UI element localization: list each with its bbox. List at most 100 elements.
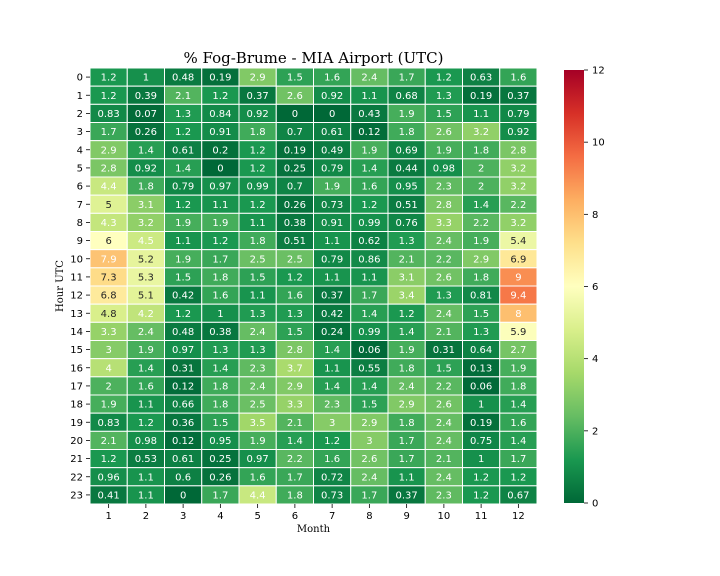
cell-value-label: 0 [217,163,223,174]
cell-value-label: 1.1 [324,363,340,374]
x-tick-label: 10 [438,511,451,522]
cell-value-label: 1.8 [399,418,415,429]
cell-value-label: 2.9 [101,145,117,156]
cell-value-label: 0.69 [395,145,417,156]
cell-value-label: 1.7 [212,254,228,265]
cell-value-label: 0.91 [209,127,231,138]
cell-value-label: 2.1 [175,91,191,102]
cell-value-label: 1.2 [175,309,191,320]
cell-value-label: 0 [292,109,298,120]
cell-value-label: 1.8 [212,381,228,392]
cell-value-label: 0.43 [358,109,380,120]
cell-value-label: 2.6 [361,454,377,465]
x-tick-label: 9 [403,511,409,522]
cell-value-label: 2.1 [399,254,415,265]
y-tick-label: 8 [77,218,83,229]
cell-value-label: 1.2 [212,236,228,247]
cell-value-label: 2.4 [436,472,452,483]
y-tick-label: 16 [70,363,83,374]
cell-value-label: 0.76 [395,218,417,229]
cell-value-label: 1 [478,400,484,411]
cell-value-label: 2.4 [436,436,452,447]
cell-value-label: 2.9 [287,381,303,392]
cell-value-label: 0.13 [470,363,492,374]
cell-value-label: 1.2 [250,163,266,174]
cell-value-label: 0.67 [507,490,529,501]
cell-value-label: 2.2 [436,381,452,392]
cell-value-label: 2.4 [399,381,415,392]
cell-value-label: 1.8 [399,127,415,138]
cell-value-label: 0.31 [172,363,194,374]
cell-value-label: 1.5 [436,363,452,374]
cell-value-label: 3.1 [138,200,154,211]
cell-value-label: 2.2 [436,254,452,265]
y-tick-label: 18 [70,400,83,411]
cell-value-label: 2.2 [287,454,303,465]
cell-value-label: 1.2 [250,200,266,211]
y-tick-label: 3 [77,127,83,138]
colorbar-ticks: 0 2 4 6 8 10 12 [584,66,605,510]
cell-value-label: 0.92 [321,91,343,102]
cell-value-label: 1.6 [510,73,526,84]
cell-value-label: 1.1 [399,472,415,483]
y-tick-label: 7 [77,200,83,211]
y-tick-label: 4 [77,145,83,156]
cell-value-label: 5.9 [510,327,526,338]
cell-value-label: 2.9 [473,254,489,265]
x-axis-ticks: 1 2 3 4 5 6 7 8 9 10 11 12 [105,504,525,522]
cell-value-label: 1.8 [212,272,228,283]
colorbar: 0 2 4 6 8 10 12 [564,66,605,510]
x-tick-label: 12 [512,511,525,522]
y-axis-label: Hour UTC [55,260,66,312]
cell-value-label: 6.9 [510,254,526,265]
cell-value-label: 0.92 [246,109,268,120]
y-tick-label: 0 [77,73,83,84]
cell-value-label: 0.24 [321,327,343,338]
cell-value-label: 1.1 [250,291,266,302]
colorbar-tick-label: 12 [592,66,605,77]
cell-value-label: 2.7 [510,345,526,356]
cell-value-label: 0.99 [358,327,380,338]
cell-value-label: 2.4 [250,381,266,392]
x-tick-label: 8 [366,511,372,522]
cell-value-label: 1.2 [399,309,415,320]
cell-value-label: 0.61 [172,454,194,465]
cell-value-label: 1.2 [324,436,340,447]
y-tick-label: 15 [70,345,83,356]
cell-value-label: 1.4 [175,163,191,174]
x-tick-label: 2 [143,511,149,522]
cell-value-label: 0.38 [284,218,306,229]
cell-value-label: 3.2 [473,127,489,138]
y-tick-label: 17 [70,381,83,392]
cell-value-label: 5.3 [138,272,154,283]
cell-value-label: 2.4 [436,309,452,320]
cell-value-label: 0.99 [358,218,380,229]
y-tick-label: 12 [70,291,83,302]
cell-value-label: 0.26 [284,200,306,211]
cell-value-label: 3.2 [510,182,526,193]
cell-value-label: 2.3 [250,363,266,374]
cell-value-label: 1.4 [473,200,489,211]
cell-value-label: 1.9 [510,363,526,374]
cell-value-label: 1.3 [212,345,228,356]
y-tick-label: 23 [70,490,83,501]
cell-value-label: 1.3 [250,309,266,320]
cell-value-label: 1.2 [175,127,191,138]
cell-value-label: 1.2 [101,454,117,465]
cell-value-label: 1.6 [250,472,266,483]
cell-value-label: 1.5 [473,309,489,320]
cell-value-label: 1.7 [510,454,526,465]
cell-value-label: 2.9 [250,73,266,84]
cell-value-label: 1.1 [138,400,154,411]
y-tick-label: 20 [70,436,83,447]
cell-value-label: 1.9 [212,218,228,229]
cell-value-label: 1.8 [473,145,489,156]
cell-value-label: 1.9 [138,345,154,356]
cell-value-label: 0.39 [135,91,157,102]
cell-value-label: 0.12 [358,127,380,138]
cell-value-label: 5.1 [138,291,154,302]
cell-value-label: 1.7 [101,127,117,138]
cell-value-label: 1.2 [473,472,489,483]
cell-value-label: 1.7 [399,436,415,447]
cell-value-label: 0.98 [433,163,455,174]
